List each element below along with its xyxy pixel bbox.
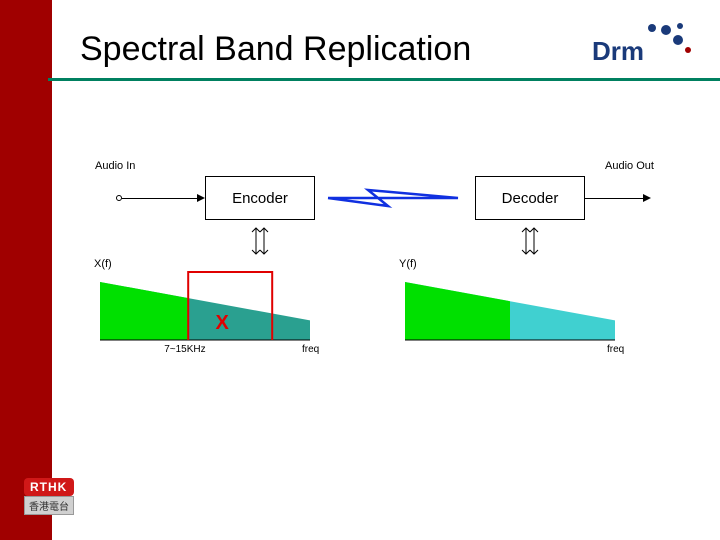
y-spectrum <box>405 270 615 349</box>
encoder-block: Encoder <box>205 176 315 220</box>
sbr-diagram: Audio In Encoder Decoder Audio Out X(f) <box>70 160 670 360</box>
encoder-spectrum-link-icon <box>248 224 272 258</box>
x-freq-label: freq <box>302 344 319 355</box>
arrow-to-out-icon <box>643 194 651 202</box>
title-underline <box>48 78 720 81</box>
x-spectrum-label: X(f) <box>94 258 112 270</box>
rthk-logo-top: RTHK <box>24 478 74 496</box>
y-freq-label: freq <box>607 344 624 355</box>
audio-in-label: Audio In <box>95 160 135 172</box>
line-in-to-encoder <box>122 198 199 199</box>
encoder-label: Encoder <box>232 190 288 207</box>
decoder-label: Decoder <box>502 190 559 207</box>
page-title: Spectral Band Replication <box>80 30 471 69</box>
left-accent-bar <box>0 0 52 540</box>
x-spectrum <box>100 270 310 349</box>
audio-out-label: Audio Out <box>605 160 654 172</box>
rthk-logo: RTHK 香港電台 <box>24 478 74 515</box>
x-cutoff-label: 7~15KHz <box>164 344 205 355</box>
transmission-icon <box>323 178 463 218</box>
rthk-logo-bottom: 香港電台 <box>24 496 74 515</box>
x-cut-mark: X <box>216 312 229 335</box>
arrow-to-encoder-icon <box>197 194 205 202</box>
line-decoder-to-out <box>585 198 645 199</box>
drm-logo: Drm <box>580 20 700 75</box>
decoder-block: Decoder <box>475 176 585 220</box>
y-spectrum-label: Y(f) <box>399 258 417 270</box>
drm-logo-text: Drm <box>592 36 644 66</box>
decoder-spectrum-link-icon <box>518 224 542 258</box>
